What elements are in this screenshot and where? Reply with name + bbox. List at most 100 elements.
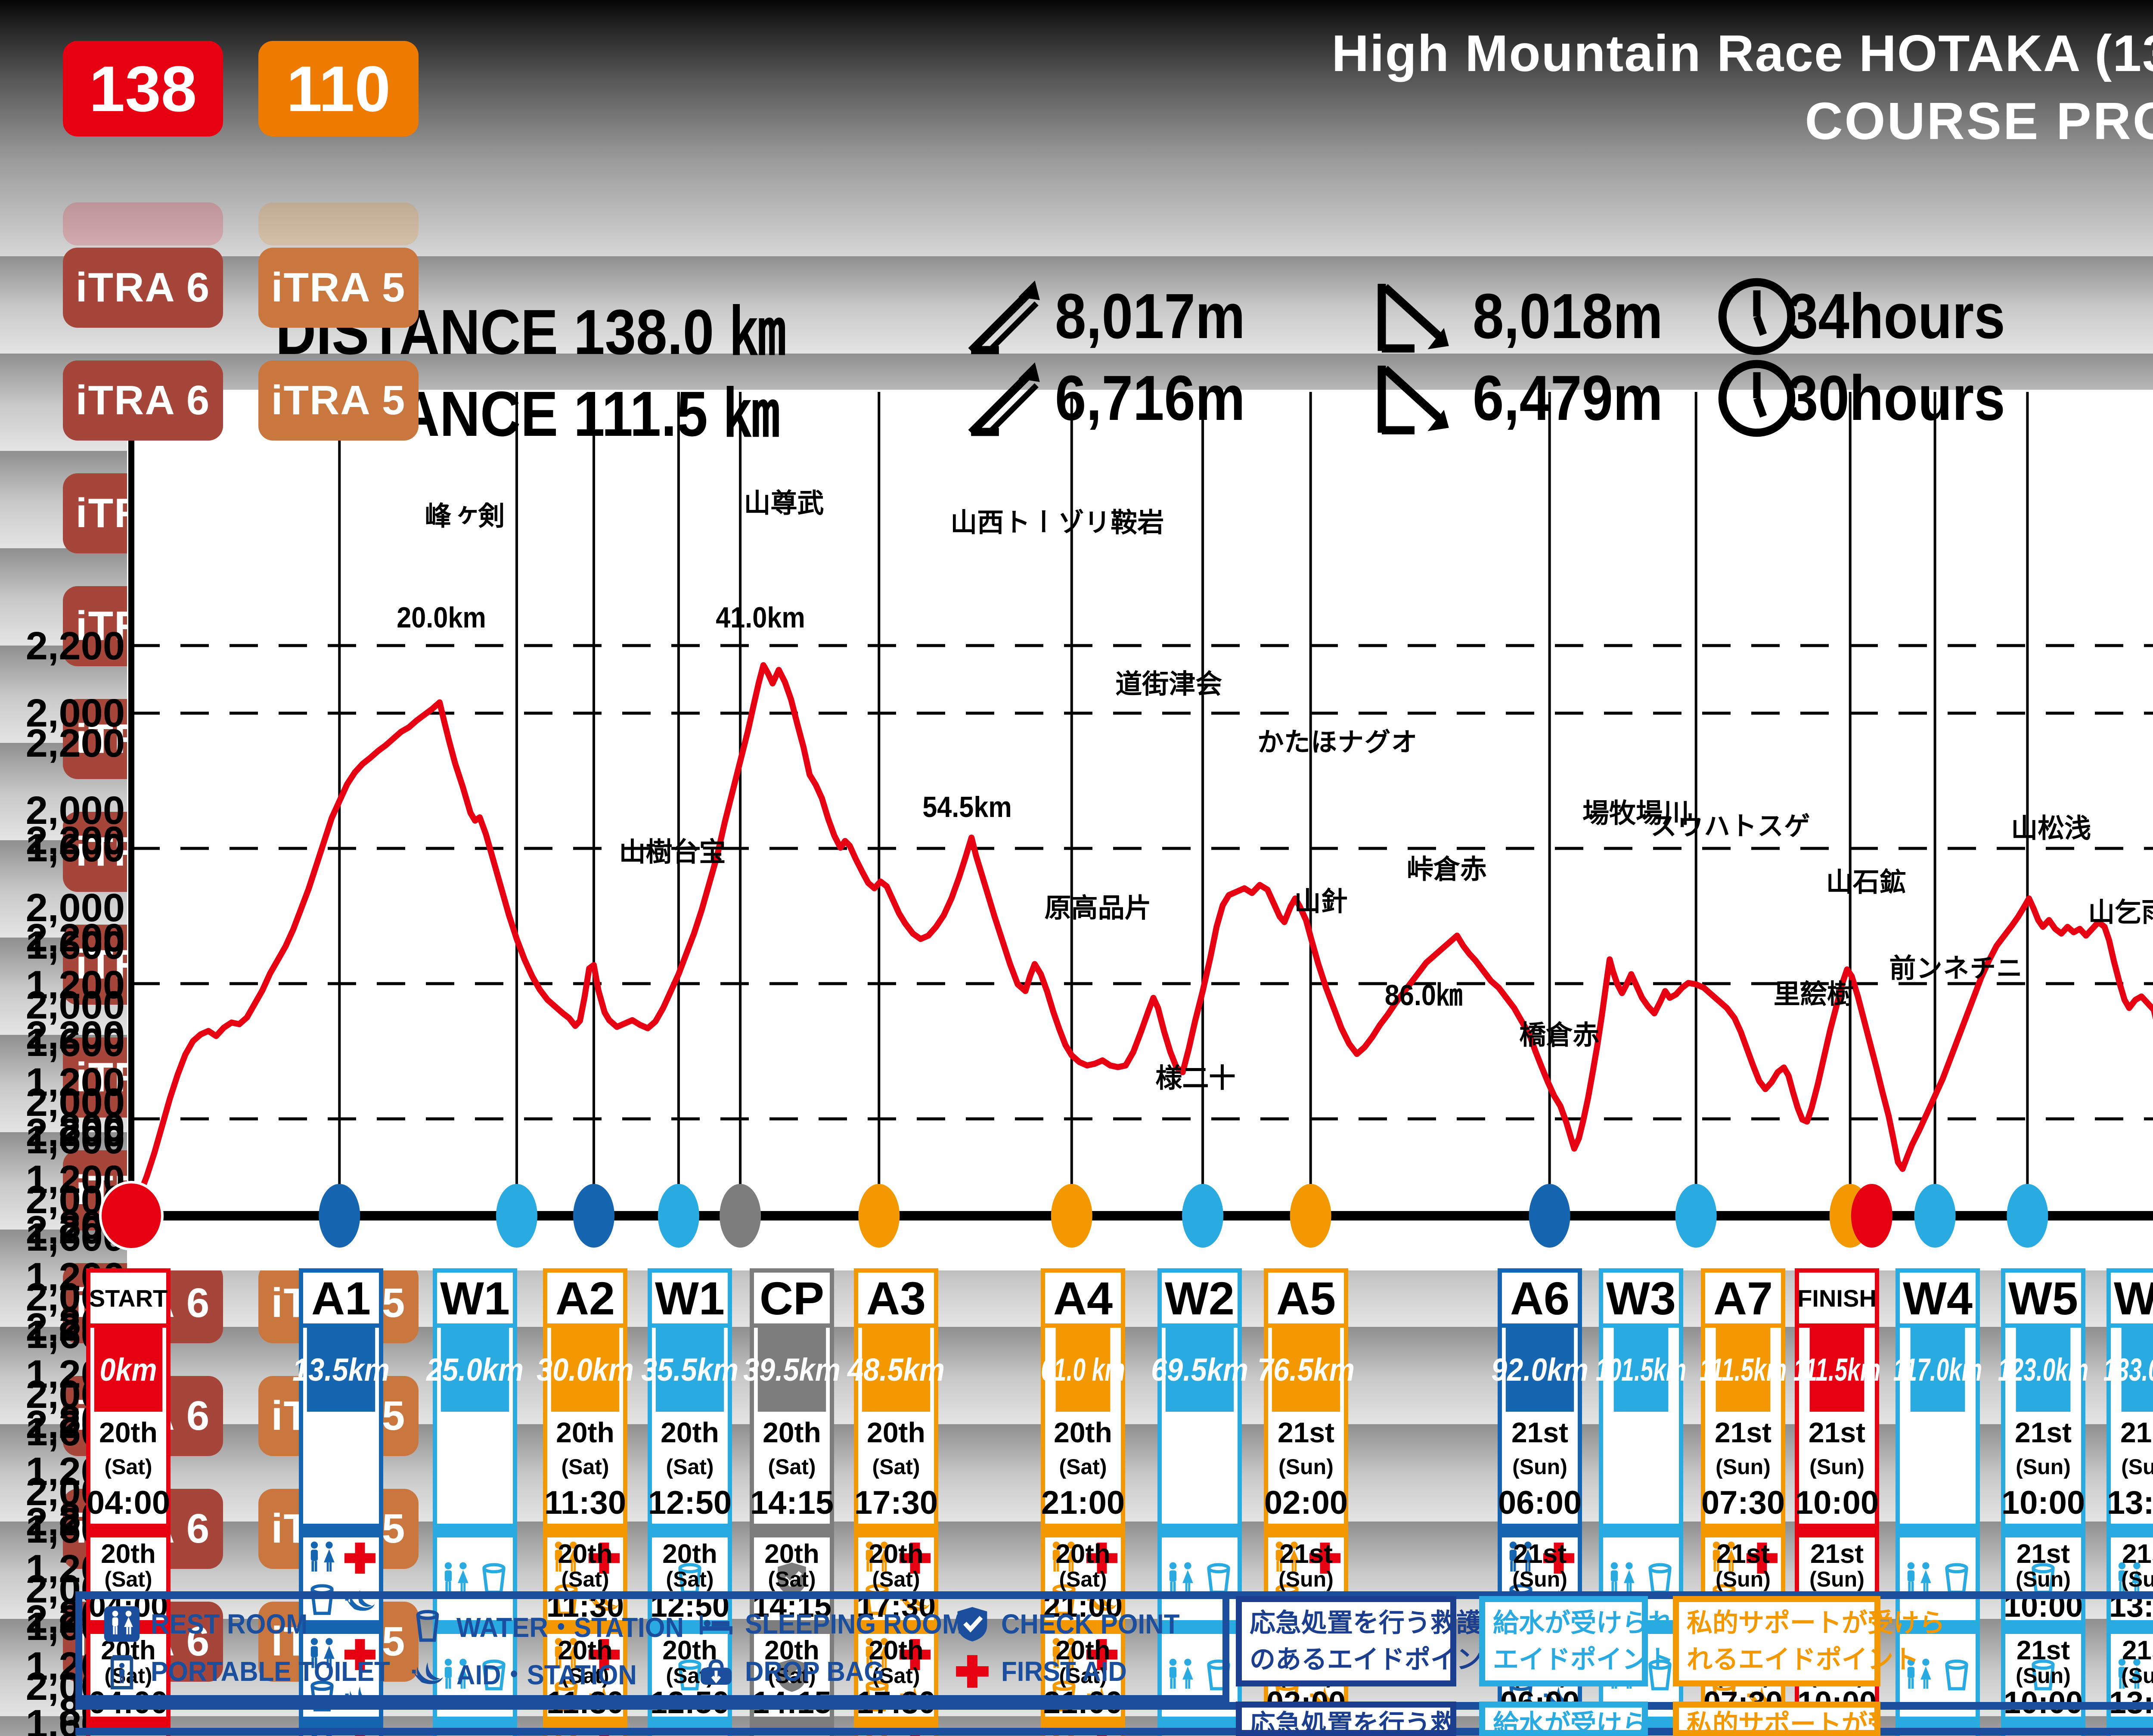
station-card-a1-1: A1 13.5km <box>292 1268 390 1736</box>
station-code: W1 <box>652 1268 728 1328</box>
cross-icon <box>1084 1637 1120 1672</box>
station-km: 133.0km <box>2103 1328 2153 1412</box>
cutoff-date: 20th <box>763 1416 821 1448</box>
cutoff-time: 10:00 <box>2001 1484 2085 1521</box>
station-dot <box>1290 1184 1331 1248</box>
station-km: 117.0km <box>1893 1328 1982 1412</box>
card-glitch-block <box>1900 1537 1976 1620</box>
cutoff-day: (Sat) <box>1059 1664 1107 1688</box>
bed-icon <box>700 1615 732 1635</box>
toilet-icon <box>1604 1561 1640 1596</box>
cutoff-date: 20th <box>556 1416 614 1448</box>
cutoff-repeat: 21st(Sun)13:00 <box>2109 1634 2153 1718</box>
cross-icon <box>956 1655 989 1688</box>
card-divider <box>1900 1524 1976 1537</box>
station-cutoff: 20th (Sat) 17:30 <box>854 1412 938 1524</box>
card-glitch-block <box>437 1537 513 1620</box>
cross-icon <box>1744 1540 1780 1576</box>
station-code: A5 <box>1268 1268 1344 1328</box>
cutoff-day: (Sun) <box>2016 1567 2071 1592</box>
legend-label: CHECK POINT <box>1001 1609 1180 1640</box>
cross-icon <box>897 1733 933 1736</box>
card-divider <box>1502 1524 1578 1537</box>
cutoff-date: 21st <box>2014 1416 2072 1448</box>
station-cutoff: 20th (Sat) 14:15 <box>750 1412 834 1524</box>
cutoff-time: 11:30 <box>544 1484 627 1521</box>
toilet-icon <box>1907 1658 1931 1689</box>
card-divider <box>2005 1620 2081 1634</box>
station-dot <box>1051 1184 1092 1248</box>
descent-icon <box>1374 357 1455 439</box>
cutoff-date: 20th <box>869 1636 924 1665</box>
station-service-icons <box>437 1634 513 1717</box>
card-glitch-block: 20th(Sat)11:30 <box>546 1537 624 1622</box>
toilet-icon <box>549 1637 584 1672</box>
card-divider <box>303 1524 379 1537</box>
station-km: 92.0km <box>1491 1328 1588 1412</box>
station-cutoff: 21st (Sun) 10:00 <box>1795 1412 1879 1524</box>
card-divider <box>1603 1524 1679 1537</box>
bed-icon <box>698 1606 735 1643</box>
mountain-label: 鉱石山 <box>1821 868 1905 897</box>
station-dot <box>1182 1184 1224 1248</box>
cutoff-day: (Sun) <box>2016 1455 2071 1479</box>
station-code: A3 <box>858 1268 934 1328</box>
station-service-icons <box>437 1537 513 1620</box>
cutoff-day: (Sat) <box>561 1455 609 1479</box>
restroom-icon <box>104 1606 140 1642</box>
station-code: START <box>89 1268 168 1328</box>
mountain-label: 樹絵里 <box>1769 980 1852 1009</box>
station-service-icons <box>1900 1634 1976 1717</box>
ascent-value-138: 8,017m <box>1055 281 1245 352</box>
mountain-label: 剣ヶ峰 <box>420 502 504 531</box>
cross-icon <box>1097 1735 1107 1736</box>
legend-item: CHECK POINT <box>954 1606 1191 1643</box>
toilet-icon <box>2112 1658 2147 1693</box>
y-axis-tick-label: 800 <box>59 1106 125 1150</box>
water-cup-icon <box>409 1607 446 1644</box>
station-service-icons <box>754 1537 830 1620</box>
shield-icon <box>774 1658 810 1693</box>
cross-icon <box>1086 1639 1118 1670</box>
cutoff-day: (Sun) <box>2121 1567 2153 1592</box>
card-divider <box>1162 1524 1238 1537</box>
cross-icon <box>897 1637 933 1672</box>
cutoff-date: 21st <box>2016 1539 2070 1569</box>
station-cutoff: 21st (Sun) 07:30 <box>1701 1412 1785 1524</box>
mountain-label: 武尊山 <box>739 489 823 518</box>
cutoff-day: (Sun) <box>2121 1664 2153 1688</box>
cutoff-day: (Sun) <box>1716 1455 1771 1479</box>
station-dot <box>573 1184 614 1248</box>
y-axis-tick-label: 2,000 <box>25 789 125 832</box>
station-service-icons <box>652 1634 728 1717</box>
mountain-label: 片品高原 <box>1040 894 1150 923</box>
cross-icon <box>897 1540 933 1576</box>
cross-icon <box>910 1735 920 1736</box>
station-dot <box>496 1184 537 1248</box>
y-axis-tick-label: 2,000 <box>25 886 125 930</box>
card-divider <box>547 1524 623 1537</box>
cutoff-day: (Sun) <box>1512 1567 1567 1592</box>
ascent-value-110: 6,716m <box>1055 363 1245 434</box>
aid-point-box-repeat-0: 応急処置を行う救護所 <box>1236 1702 1456 1736</box>
y-axis-tick-label: 1,600 <box>25 1021 125 1065</box>
cross-icon <box>1307 1540 1343 1576</box>
cutoff-day: (Sat) <box>1059 1567 1107 1592</box>
legend-item: FIRST AID <box>954 1653 1135 1690</box>
station-code: A6 <box>1502 1268 1578 1328</box>
toilet-icon <box>1269 1540 1305 1576</box>
toilet-icon <box>1046 1637 1082 1672</box>
restroom-icon <box>103 1606 140 1643</box>
legend-label: WATER・STATION <box>456 1612 684 1643</box>
legend-item: PORTABLE TOILET <box>103 1653 405 1690</box>
legend-label: AID・STATION <box>456 1659 637 1690</box>
ascent-icon <box>968 362 1040 436</box>
aid-point-box-line: 応急処置を行う救護所 <box>1250 1710 1456 1736</box>
cutoff-time: 06:00 <box>1498 1484 1582 1521</box>
card-divider <box>2111 1524 2153 1537</box>
cross-icon <box>1084 1733 1120 1736</box>
cutoff-day: (Sat) <box>768 1664 816 1688</box>
aid-point-box-line: れるエイドポイント <box>1687 1645 1919 1674</box>
shield-icon <box>954 1606 991 1643</box>
station-dot <box>1914 1184 1956 1248</box>
